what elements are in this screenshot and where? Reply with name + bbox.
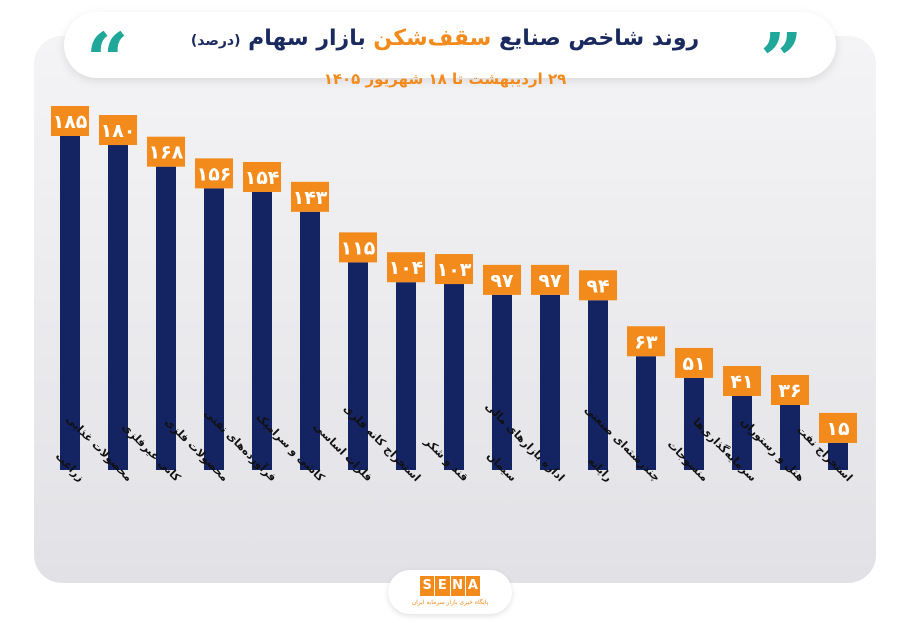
- title-banner: [64, 12, 836, 78]
- value-label: ۱۵۶: [197, 163, 232, 185]
- bar: [396, 282, 416, 470]
- bar: [204, 188, 224, 470]
- value-label: ۹۷: [538, 270, 562, 292]
- logo-letter: N: [450, 576, 465, 596]
- value-label: ۱۵: [826, 418, 850, 440]
- bar: [684, 377, 704, 470]
- value-label-bg: [723, 365, 761, 396]
- value-label: ۱۱۵: [341, 237, 376, 259]
- value-label: ۱۰۴: [389, 257, 424, 279]
- value-label: ۹۷: [490, 270, 514, 292]
- bar: [108, 145, 128, 470]
- chart-subtitle: ۲۹ اردیبهشت تا ۱۸ شهریور ۱۴۰۵: [323, 70, 567, 88]
- logo-letter: A: [465, 576, 480, 596]
- value-label: ۳۶: [778, 380, 801, 402]
- value-label-bg: [435, 254, 473, 285]
- value-label-bg: [675, 347, 713, 378]
- value-label-bg: [147, 136, 185, 167]
- bar: [156, 166, 176, 470]
- sena-logo: S E N A: [420, 576, 480, 596]
- bar: [60, 136, 80, 470]
- bar: [588, 300, 608, 470]
- value-label: ۱۵۴: [245, 167, 280, 189]
- value-label: ۱۴۳: [293, 187, 328, 209]
- value-label-bg: [291, 181, 329, 212]
- value-label-bg: [531, 264, 569, 295]
- value-label-bg: [387, 252, 425, 283]
- value-label: ۱۸۰: [101, 120, 136, 142]
- bar: [300, 211, 320, 470]
- value-label-bg: [771, 375, 809, 406]
- title-unit: (درصد): [190, 33, 241, 49]
- title-main: روند شاخص صنایع: [491, 26, 700, 51]
- value-label-bg: [627, 326, 665, 357]
- bar: [444, 284, 464, 470]
- bar: [252, 191, 272, 470]
- title-rest: بازار سهام: [240, 26, 374, 51]
- value-label-bg: [579, 270, 617, 301]
- value-label: ۹۴: [586, 275, 609, 297]
- value-label: ۱۸۵: [53, 111, 88, 133]
- bar: [636, 356, 656, 470]
- quote-mark-right-icon: ”: [760, 18, 803, 104]
- logo-letter: E: [435, 576, 450, 596]
- bar: [828, 442, 848, 470]
- bar: [492, 294, 512, 470]
- title-accent: سقف‌شکن: [373, 26, 492, 51]
- value-label-bg: [819, 412, 857, 443]
- quote-mark-left-icon: “: [86, 18, 129, 104]
- logo-tagline: پایگاه خبری بازار سرمایه ایران: [411, 599, 489, 606]
- value-label-bg: [483, 264, 521, 295]
- value-label-bg: [99, 115, 137, 146]
- chart-title: روند شاخص صنایع سقف‌شکن بازار سهام (درصد…: [140, 26, 750, 51]
- sena-logo-badge: [388, 570, 512, 614]
- bar: [780, 405, 800, 470]
- value-label-bg: [243, 161, 281, 192]
- value-label: ۵۱: [682, 353, 705, 375]
- value-label-bg: [339, 232, 377, 263]
- value-label: ۱۶۸: [149, 142, 184, 164]
- value-label: ۴۱: [730, 371, 753, 393]
- logo-letter: S: [420, 576, 435, 596]
- value-label-bg: [51, 106, 89, 136]
- value-label: ۶۳: [634, 331, 658, 353]
- value-label: ۱۰۳: [437, 259, 472, 281]
- bar: [540, 294, 560, 470]
- bar: [732, 395, 752, 470]
- value-label-bg: [195, 158, 233, 189]
- bar: [348, 262, 368, 470]
